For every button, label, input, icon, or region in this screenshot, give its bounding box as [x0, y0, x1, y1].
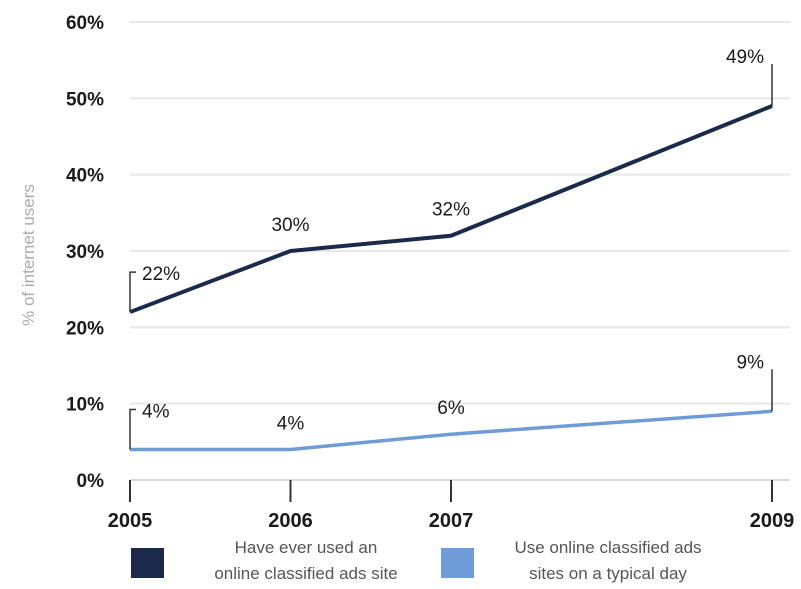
label-leader: [129, 408, 136, 450]
legend-label: online classified ads site: [214, 564, 397, 583]
x-axis-ticks: 2005 2006 2007 2009: [108, 480, 795, 532]
y-axis-ticks: 0% 10% 20% 30% 40% 50% 60%: [66, 13, 104, 492]
x-tick-label: 2009: [750, 510, 795, 532]
data-label: 49%: [726, 47, 764, 68]
x-tick-label: 2006: [268, 510, 313, 532]
data-label: 6%: [437, 398, 465, 419]
legend-swatch: [441, 548, 474, 578]
y-tick-label: 0%: [77, 471, 105, 492]
legend-swatch: [131, 548, 164, 578]
legend-label: Use online classified ads: [514, 538, 701, 557]
gridlines: [130, 21, 790, 481]
x-tick-label: 2007: [429, 510, 474, 532]
y-tick-label: 50%: [66, 89, 104, 110]
series-line: [129, 104, 773, 314]
data-label: 9%: [737, 352, 765, 373]
series-line: [130, 409, 773, 452]
y-tick-label: 60%: [66, 13, 104, 34]
y-tick-label: 10%: [66, 395, 104, 416]
data-label: 22%: [142, 264, 180, 285]
data-label: 32%: [432, 200, 470, 221]
y-tick-label: 20%: [66, 318, 104, 339]
series: 22% 30% 32% 49% 4% 4% 6% 9%: [129, 47, 773, 452]
legend: Have ever used an online classified ads s…: [131, 538, 702, 583]
legend-label: Have ever used an: [235, 538, 378, 557]
legend-label: sites on a typical day: [529, 564, 687, 583]
y-axis-label: % of internet users: [19, 184, 38, 326]
data-label: 4%: [142, 401, 170, 422]
y-tick-label: 40%: [66, 166, 104, 187]
data-label: 4%: [277, 413, 305, 434]
data-label: 30%: [271, 215, 309, 236]
label-leader: [129, 271, 136, 313]
x-tick-label: 2005: [108, 510, 153, 532]
y-tick-label: 30%: [66, 242, 104, 263]
